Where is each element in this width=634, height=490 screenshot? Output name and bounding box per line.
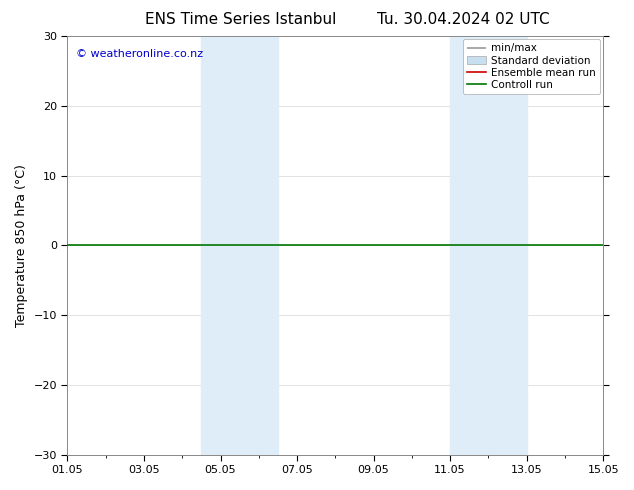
- Bar: [450, 36, 527, 455]
- Bar: [202, 36, 278, 455]
- Text: Tu. 30.04.2024 02 UTC: Tu. 30.04.2024 02 UTC: [377, 12, 549, 27]
- Y-axis label: Temperature 850 hPa (°C): Temperature 850 hPa (°C): [15, 164, 28, 327]
- Legend: min/max, Standard deviation, Ensemble mean run, Controll run: min/max, Standard deviation, Ensemble me…: [463, 39, 600, 94]
- Text: © weatheronline.co.nz: © weatheronline.co.nz: [75, 49, 203, 59]
- Text: ENS Time Series Istanbul: ENS Time Series Istanbul: [145, 12, 337, 27]
